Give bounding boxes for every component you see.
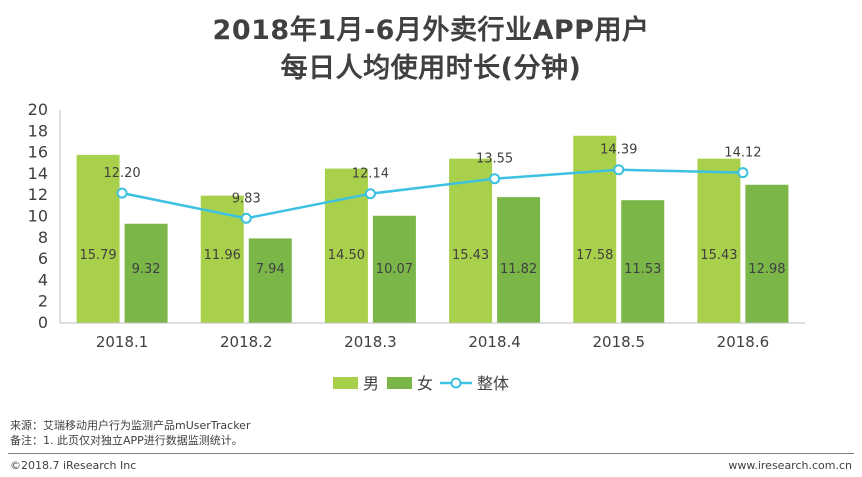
y-tick-label: 12	[28, 185, 48, 204]
x-tick-label: 2018.5	[593, 333, 646, 351]
y-tick-label: 0	[38, 313, 48, 332]
legend-marker-overall	[450, 377, 462, 389]
x-tick-label: 2018.2	[220, 333, 273, 351]
x-tick-label: 2018.1	[96, 333, 149, 351]
overall-line	[121, 168, 743, 220]
overall-label: 12.20	[103, 166, 140, 181]
remark-note: 备注：1. 此页仅对独立APP进行数据监测统计。	[10, 434, 243, 447]
overall-point	[613, 164, 625, 176]
bar-male-label: 15.43	[452, 248, 489, 263]
source-note: 来源：艾瑞移动用户行为监测产品mUserTracker	[10, 419, 251, 432]
bar-male-label: 15.79	[79, 248, 116, 263]
bar-male	[573, 135, 617, 323]
website-text: www.iresearch.com.cn	[728, 459, 852, 472]
bar-male	[324, 168, 368, 323]
chart-title-line1: 2018年1月-6月外卖行业APP用户	[212, 15, 650, 46]
bar-female-label: 11.82	[500, 262, 537, 277]
overall-label: 14.12	[724, 146, 761, 161]
y-tick-label: 4	[38, 270, 48, 289]
bar-male	[697, 158, 741, 323]
bar-female	[248, 238, 292, 323]
bar-female	[497, 197, 541, 323]
overall-point	[489, 173, 501, 185]
overall-point	[116, 187, 128, 199]
overall-label: 12.14	[352, 167, 389, 182]
legend-label-male: 男	[363, 374, 379, 393]
legend-swatch-female	[387, 377, 412, 389]
bar-female	[124, 223, 168, 323]
bar-male	[76, 154, 120, 323]
bar-female	[621, 200, 665, 323]
bar-male	[449, 158, 493, 323]
overall-point	[240, 212, 252, 224]
bar-female-label: 7.94	[256, 262, 285, 277]
legend-label-female: 女	[417, 374, 433, 393]
overall-label: 9.83	[232, 191, 261, 206]
bar-female	[372, 215, 416, 323]
overall-point	[364, 188, 376, 200]
y-tick-label: 18	[28, 121, 48, 140]
x-tick-label: 2018.3	[344, 333, 397, 351]
copyright-text: ©2018.7 iResearch Inc	[10, 459, 137, 472]
y-tick-label: 14	[28, 164, 48, 183]
footer-divider	[8, 453, 854, 454]
x-tick-label: 2018.6	[717, 333, 770, 351]
bar-female	[745, 184, 789, 323]
legend-swatch-male	[333, 377, 358, 389]
bar-female-label: 12.98	[748, 262, 785, 277]
y-tick-label: 20	[28, 100, 48, 119]
y-tick-label: 2	[38, 292, 48, 311]
bar-male-label: 15.43	[700, 248, 737, 263]
bar-male-label: 17.58	[576, 248, 613, 263]
bar-male-label: 11.96	[204, 248, 241, 263]
y-tick-label: 10	[28, 207, 48, 226]
bar-female-label: 11.53	[624, 262, 661, 277]
overall-point	[737, 167, 749, 179]
bar-female-label: 10.07	[376, 262, 413, 277]
overall-label: 13.55	[476, 152, 513, 167]
y-tick-label: 6	[38, 249, 48, 268]
legend-label-overall: 整体	[477, 374, 509, 393]
bar-male-label: 14.50	[328, 248, 365, 263]
y-tick-label: 8	[38, 228, 48, 247]
chart-title-line2: 每日人均使用时长(分钟)	[280, 53, 582, 84]
overall-label: 14.39	[600, 143, 637, 158]
bar-female-label: 9.32	[132, 262, 161, 277]
x-tick-label: 2018.4	[468, 333, 521, 351]
y-tick-label: 16	[28, 143, 48, 162]
